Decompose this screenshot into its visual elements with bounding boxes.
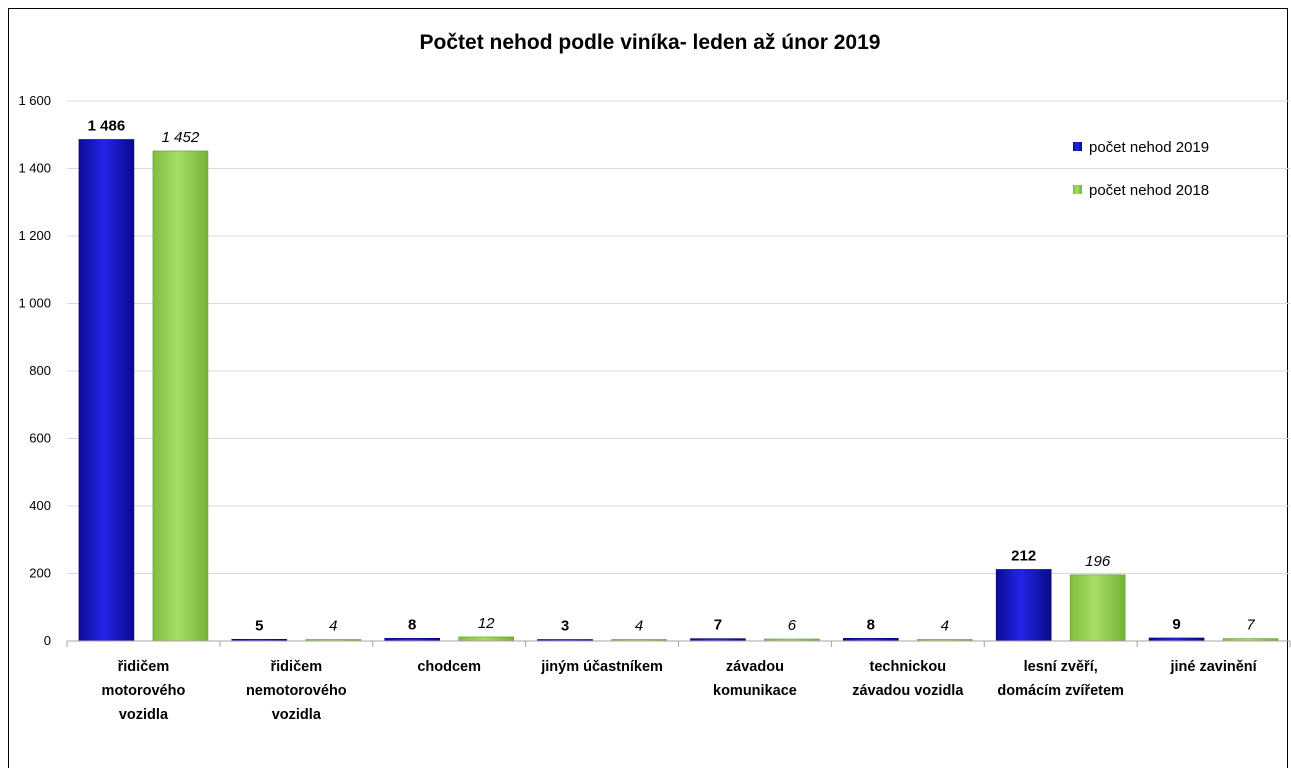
data-label-2019: 5 [255,617,263,634]
bar-2019 [995,569,1052,642]
data-label-2018: 7 [1246,617,1255,634]
data-label-2019: 212 [1011,547,1036,564]
data-label-2019: 1 486 [88,117,126,134]
data-label-2019: 8 [867,616,875,633]
data-label-2018: 1 452 [162,129,200,146]
x-axis-categories: řidičem motorového vozidla řidičem nemotorov… [102,659,1258,723]
y-tick-label: 600 [29,431,51,446]
y-tick-label: 1 200 [18,228,51,243]
y-tick-label: 200 [29,566,51,581]
y-axis-ticks: 0 200 400 600 800 1 000 1 200 1 400 1 600 [18,93,51,648]
data-label-2018: 4 [941,618,949,635]
legend-swatch-2018 [1073,185,1082,194]
data-labels: 1 486 1 452 5 4 8 12 3 4 7 6 8 4 212 196 9 7 [88,117,1256,634]
chart-title: Počtet nehod podle viníka- leden až únor… [420,31,881,54]
y-tick-label: 1 600 [18,93,51,108]
x-category-label: řidičem nemotorového vozidla [246,659,347,723]
data-label-2018: 4 [329,618,337,635]
legend-label-2018: počet nehod 2018 [1089,182,1209,199]
data-label-2019: 9 [1172,616,1180,633]
bar-2019 [78,139,135,642]
data-label-2018: 6 [788,617,797,634]
bar-2018 [1069,574,1126,642]
bar-2018 [152,150,209,642]
bars [78,139,1279,642]
bar-2018 [458,636,514,642]
data-label-2019: 3 [561,618,569,635]
x-axis [66,640,1291,647]
x-category-label: závadou komunikace [713,659,797,699]
gridlines [67,100,1290,574]
x-category-label: jiným účastníkem [540,659,663,675]
data-label-2018: 12 [478,615,495,632]
data-label-2018: 4 [635,618,643,635]
data-label-2019: 7 [714,617,722,634]
x-category-label: řidičem motorového vozidla [102,659,186,723]
y-tick-label: 1 000 [18,296,51,311]
data-label-2018: 196 [1085,553,1111,570]
x-category-label: chodcem [417,659,481,675]
legend-label-2019: počet nehod 2019 [1089,139,1209,156]
legend: počet nehod 2019 počet nehod 2018 [1073,139,1209,199]
y-tick-label: 1 400 [18,161,51,176]
data-label-2019: 8 [408,616,416,633]
x-category-label: technickou závadou vozidla [852,659,964,699]
legend-swatch-2019 [1073,142,1082,151]
y-tick-label: 0 [44,633,51,648]
x-category-label: lesní zvěří, domácím zvířetem [997,659,1124,699]
chart-frame [8,8,1288,768]
y-tick-label: 800 [29,363,51,378]
x-category-label: jiné zavinění [1169,659,1257,675]
y-tick-label: 400 [29,498,51,513]
